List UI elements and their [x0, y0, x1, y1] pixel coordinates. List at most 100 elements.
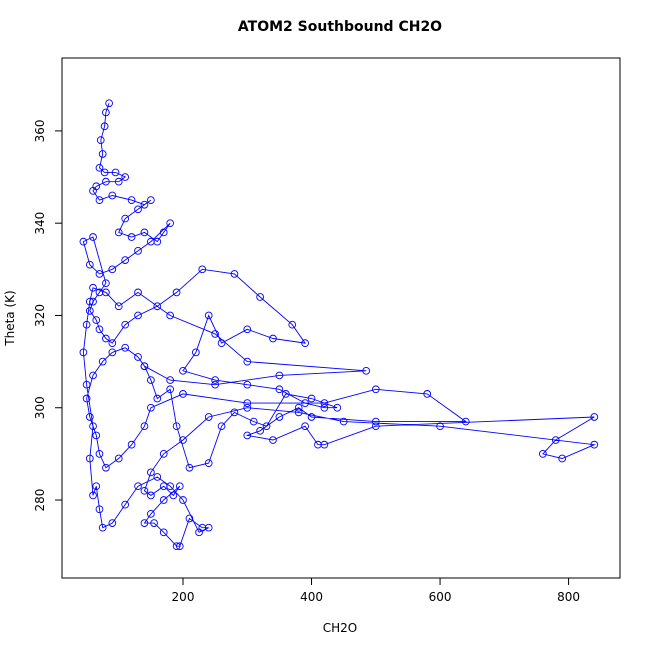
data-point: [159, 450, 168, 458]
data-point: [243, 403, 252, 412]
data-point: [339, 417, 348, 426]
data-point: [102, 279, 110, 288]
data-point: [256, 293, 264, 301]
data-point: [121, 343, 130, 352]
data-point: [95, 450, 104, 458]
data-point: [166, 376, 175, 384]
data-point: [102, 463, 110, 472]
x-axis-label: CH2O: [323, 621, 357, 635]
data-point: [121, 500, 130, 509]
data-point: [204, 459, 213, 467]
data-point: [134, 288, 142, 297]
data-point: [211, 330, 219, 338]
data-point: [100, 122, 109, 131]
data-point: [95, 270, 104, 278]
data-point: [134, 205, 142, 214]
data-point: [551, 436, 560, 444]
data-point: [192, 348, 200, 357]
data-point: [147, 237, 155, 246]
data-point: [436, 422, 444, 431]
x-tick-label: 800: [557, 590, 580, 604]
data-point: [147, 510, 155, 518]
data-point: [185, 514, 194, 523]
data-point: [114, 454, 123, 463]
data-point: [461, 417, 470, 426]
data-point: [217, 339, 226, 347]
data-point: [79, 348, 88, 357]
data-point: [159, 528, 168, 537]
x-tick-label: 200: [172, 590, 195, 604]
data-point: [95, 196, 104, 204]
data-point: [121, 256, 130, 264]
data-point: [134, 311, 142, 320]
data-point: [590, 440, 599, 449]
data-point: [256, 426, 264, 435]
data-point: [269, 436, 277, 444]
data-point: [147, 196, 155, 204]
data-point: [85, 297, 94, 306]
data-point: [204, 413, 213, 421]
data-point: [140, 519, 149, 527]
data-point: [89, 297, 97, 306]
x-tick-label: 600: [429, 590, 452, 604]
data-line: [82, 103, 597, 547]
data-point: [121, 173, 130, 181]
data-point: [243, 399, 252, 407]
data-point: [140, 228, 149, 237]
data-point: [262, 422, 271, 431]
data-point: [371, 385, 380, 394]
data-point: [172, 542, 181, 551]
data-point: [269, 334, 277, 343]
data-point: [92, 316, 101, 324]
data-point: [243, 357, 252, 366]
data-point: [153, 473, 162, 481]
data-point: [98, 523, 107, 532]
data-point: [166, 482, 175, 491]
data-point: [275, 371, 284, 380]
data-point: [89, 187, 97, 195]
data-point: [275, 385, 284, 394]
data-point: [320, 399, 329, 407]
y-tick-label: 300: [33, 396, 47, 419]
data-point: [166, 311, 175, 320]
data-point: [98, 357, 107, 366]
data-point: [179, 496, 187, 504]
data-point: [102, 334, 110, 343]
data-point: [147, 468, 155, 477]
data-point: [89, 491, 97, 500]
data-point: [102, 288, 110, 297]
data-point: [230, 270, 239, 278]
data-point: [288, 320, 297, 329]
data-point: [140, 486, 149, 495]
data-point: [175, 482, 184, 491]
data-point: [301, 422, 309, 431]
data-point: [243, 380, 252, 389]
data-point: [307, 413, 316, 421]
data-point: [102, 177, 110, 186]
data-point: [140, 362, 149, 371]
data-point: [140, 422, 149, 431]
data-point: [96, 136, 105, 144]
y-tick-label: 280: [33, 489, 47, 512]
data-point: [127, 233, 136, 241]
data-point: [198, 265, 207, 274]
data-point: [108, 191, 117, 200]
data-point: [89, 233, 97, 241]
y-tick-label: 360: [33, 119, 47, 142]
data-point: [301, 339, 309, 347]
data-point: [243, 325, 252, 334]
data-point: [179, 366, 187, 375]
data-point: [108, 339, 117, 347]
chart-title: ATOM2 Southbound CH2O: [238, 19, 442, 35]
data-point: [333, 403, 342, 412]
data-point: [79, 237, 88, 246]
data-point: [105, 99, 113, 108]
data-point: [281, 390, 290, 398]
data-point: [121, 214, 130, 223]
data-point: [169, 491, 178, 500]
data-point: [159, 228, 168, 237]
data-point: [95, 163, 104, 172]
data-point: [185, 463, 194, 472]
data-point: [92, 482, 101, 491]
data-point: [558, 454, 567, 463]
